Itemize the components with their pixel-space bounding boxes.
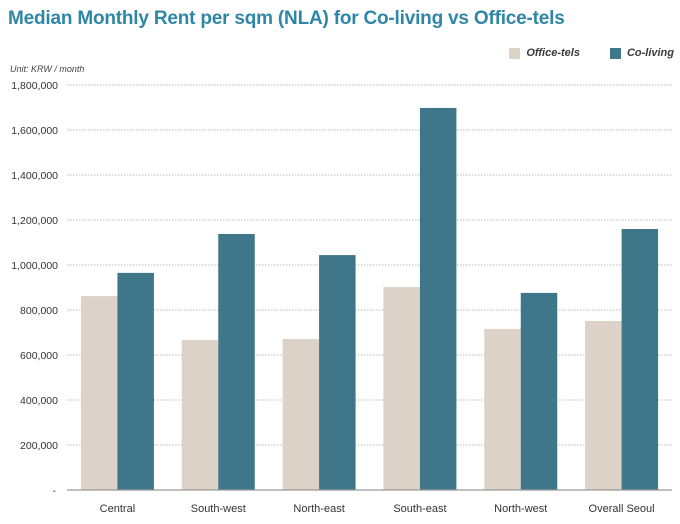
legend: Office-tels Co-living (509, 47, 674, 59)
x-tick-label: North-west (494, 503, 547, 515)
x-tick-label: South-east (393, 503, 446, 515)
y-tick-label: 600,000 (20, 350, 58, 362)
y-tick-label: 1,400,000 (11, 170, 58, 182)
y-tick-label: 1,600,000 (11, 125, 58, 137)
y-tick-label: 800,000 (20, 305, 58, 317)
bar-office-tels-north-east (282, 339, 320, 490)
bar-office-tels-south-west (181, 339, 219, 490)
legend-swatch-office-tels (509, 47, 521, 59)
bar-office-tels-central (80, 296, 118, 490)
y-tick-label: 1,200,000 (11, 215, 58, 227)
chart-title: Median Monthly Rent per sqm (NLA) for Co… (8, 8, 565, 29)
bar-co-living-north-east (319, 255, 356, 490)
x-tick-label: Central (100, 503, 135, 515)
y-tick-label: 200,000 (20, 440, 58, 452)
bar-office-tels-north-west (484, 328, 521, 490)
legend-label-office-tels: Office-tels (526, 47, 580, 59)
legend-label-co-living: Co-living (626, 47, 674, 59)
legend-item-office-tels: Office-tels (509, 47, 580, 59)
legend-item-co-living: Co-living (609, 47, 674, 59)
y-tick-label: 1,000,000 (11, 260, 58, 272)
y-tick-label: 1,800,000 (11, 80, 58, 92)
x-tick-label: Overall Seoul (589, 503, 655, 515)
bar-co-living-north-west (520, 292, 558, 490)
legend-swatch-co-living (609, 47, 621, 59)
x-tick-label: North-east (293, 503, 344, 515)
bar-co-living-south-west (218, 233, 255, 490)
y-tick-label: 400,000 (20, 395, 58, 407)
bar-office-tels-south-east (383, 287, 420, 490)
bar-co-living-central (117, 272, 154, 490)
unit-note: Unit: KRW / month (10, 64, 85, 74)
bar-co-living-overall-seoul (621, 229, 659, 490)
y-tick-label: - (53, 485, 57, 497)
bar-co-living-south-east (419, 107, 457, 490)
bar-office-tels-overall-seoul (585, 321, 622, 490)
x-tick-label: South-west (191, 503, 246, 515)
